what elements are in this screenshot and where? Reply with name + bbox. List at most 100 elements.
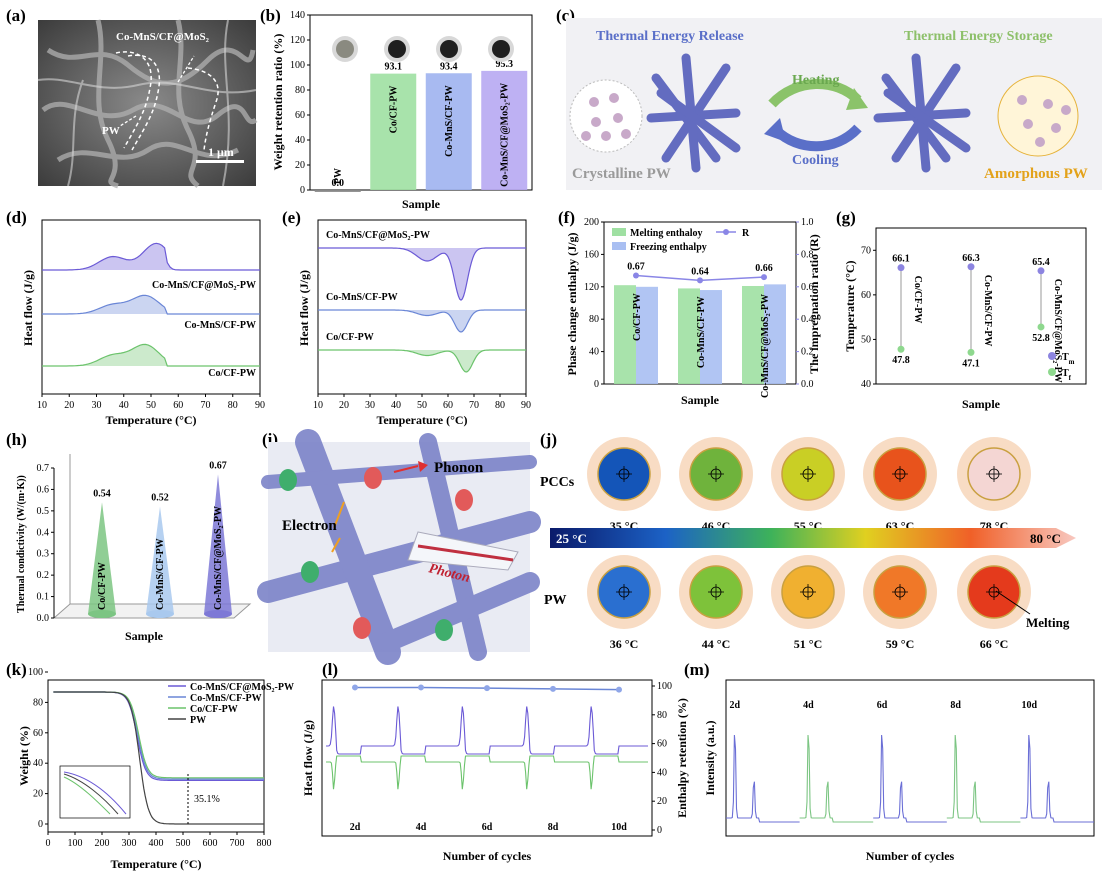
weight-retention-chart: 0 20 40 60 80 100 120 140 0.0 PW 93.1 Co/CF-PW 93.4 C… xyxy=(270,10,550,211)
amorphous-molecules xyxy=(1017,95,1071,147)
scale-max-label: 80 °C xyxy=(1030,531,1061,546)
g-ylabel: Temperature (°C) xyxy=(843,260,857,351)
f-ytick-label: 80 xyxy=(589,314,599,325)
e-xtick-label: 70 xyxy=(469,400,479,411)
h-ytick-label: 0.1 xyxy=(37,592,50,603)
electron-arrow-2 xyxy=(331,537,341,553)
illustration-svg: Phonon Electron Photon xyxy=(257,429,541,665)
h-cone-base xyxy=(146,610,174,618)
f-bar xyxy=(636,286,658,384)
sem-pw-label: PW xyxy=(102,125,120,137)
sem-dashed-outline-3 xyxy=(187,67,219,151)
thermal-conductivity-svg: 0.0 0.1 0.2 0.3 0.4 0.5 0.6 0.7 0.54 Co/CF-PW 0.52… xyxy=(16,454,252,643)
h-cone-category: Co-MnS/CF-PW xyxy=(155,538,166,610)
g-tm-point xyxy=(967,263,975,271)
m-cycle-label: 6d xyxy=(877,700,888,711)
l-cycle-label: 2d xyxy=(350,822,361,833)
dsc-melting-chart: 10 20 30 40 50 60 70 80 90 Temperature (°C) Heat… xyxy=(20,218,266,428)
d-xtick-label: 80 xyxy=(228,400,238,411)
d-curve xyxy=(42,294,260,315)
k-ylabel: Weight (%) xyxy=(17,726,31,786)
g-tf-label: 47.8 xyxy=(892,355,910,366)
b-bar-value: 0.0 xyxy=(332,178,345,189)
panel-label-d: (d) xyxy=(6,208,27,227)
train-body xyxy=(407,531,519,571)
e-xtick-label: 40 xyxy=(391,400,401,411)
h-cone-value: 0.67 xyxy=(209,460,227,471)
b-bar-value: 93.4 xyxy=(440,61,458,72)
fiber-network xyxy=(257,429,541,665)
l-cycle-label: 4d xyxy=(416,822,427,833)
particle-red-1 xyxy=(364,467,382,489)
m-plot-frame xyxy=(725,679,1095,837)
f-y2tick-label: 0.6 xyxy=(801,282,814,293)
infrared-image-panel: 35 °C 46 °C 55 °C 63 °C 78 °C 36 °C 44 °C 51 °C… xyxy=(540,437,1102,658)
g-ytick-label: 70 xyxy=(861,245,871,256)
d-series-label-3: Co/CF-PW xyxy=(208,368,256,379)
m-ylabel: Intensity (a.u.) xyxy=(703,720,717,795)
panel-label-e: (e) xyxy=(282,208,301,227)
k-xtick-label: 800 xyxy=(257,838,272,849)
k-xtick-label: 600 xyxy=(203,838,218,849)
k-ytick-label: 80 xyxy=(33,697,43,708)
storage-title: Thermal Energy Storage xyxy=(904,29,1053,44)
g-tm-point xyxy=(1037,267,1045,275)
f-ytick-label: 120 xyxy=(584,282,599,293)
cf-network-left xyxy=(646,53,741,173)
amorphous-circle xyxy=(997,75,1079,157)
g-category: Co-MnS/CF-PW xyxy=(982,275,993,347)
g-tm-label: 65.4 xyxy=(1032,257,1050,268)
b-ytick-label: 40 xyxy=(295,135,305,146)
e-xtick-label: 50 xyxy=(417,400,427,411)
sem-image-panel: Co-MnS/CF@MoS₂ PW 1 μm xyxy=(37,19,258,189)
phonon-arrow xyxy=(393,465,419,473)
j-pw-temperature-label: 44 °C xyxy=(702,637,730,651)
b-bar xyxy=(425,73,472,190)
g-tf-point xyxy=(897,345,905,353)
b-bar-category: PW xyxy=(333,168,344,184)
phonon-arrowhead xyxy=(418,461,428,472)
h-ytick-label: 0.6 xyxy=(37,484,50,495)
sem-arrow-line xyxy=(177,55,195,83)
melting-pointer xyxy=(995,590,1031,615)
f-bar-category: Co/CF-PW xyxy=(632,293,643,341)
crystalline-molecules xyxy=(581,93,631,141)
b-bar xyxy=(370,73,417,190)
l-retention-point xyxy=(616,686,622,693)
d-curve-fill xyxy=(42,295,260,314)
f-y2tick-label: 0.4 xyxy=(801,314,814,325)
m-cycle-label: 8d xyxy=(950,700,961,711)
d-xtick-label: 30 xyxy=(92,400,102,411)
f-y2label: The impregnation ratio (R) xyxy=(807,234,821,373)
b-ytick-label: 120 xyxy=(290,35,305,46)
cooling-arrowhead xyxy=(764,118,786,142)
l-retention-point xyxy=(484,685,490,692)
h-ytick-label: 0.5 xyxy=(37,506,50,517)
l-retention-point xyxy=(550,685,556,692)
e-series-label-2: Co-MnS/CF-PW xyxy=(326,292,398,303)
transition-temperature-svg: 4050607066.147.8Co/CF-PW66.347.1Co-MnS/C… xyxy=(843,227,1087,411)
particle-green-3 xyxy=(435,619,453,641)
amorphous-label: Amorphous PW xyxy=(984,166,1088,182)
cycling-dsc-chart: 0 20 40 60 80 100 2d 4d 6d 8d 10d Number of cycles… xyxy=(300,674,690,874)
f-bar xyxy=(700,290,722,384)
h-xlabel: Sample xyxy=(125,629,164,643)
scale-bar xyxy=(196,160,244,163)
dsc-freezing-svg: 10 20 30 40 50 60 70 80 90 Temperature (°C) Heat… xyxy=(297,219,531,427)
d-xtick-label: 10 xyxy=(37,400,47,411)
d-xtick-label: 70 xyxy=(201,400,211,411)
enthalpy-chart: 0 40 80 120 160 200 0.0 0.2 0.4 0.6 0.8 1.0 Co/CF-PW… xyxy=(564,217,826,428)
b-ytick-label: 20 xyxy=(295,160,305,171)
k-xtick-label: 700 xyxy=(230,838,245,849)
f-r-label: 0.66 xyxy=(755,263,773,274)
l-retention-point xyxy=(418,684,424,691)
sample-photos xyxy=(332,36,514,62)
b-ylabel: Weight retention ratio (%) xyxy=(271,34,285,171)
g-tm-label: 66.1 xyxy=(892,254,910,265)
particle-red-3 xyxy=(353,617,371,639)
tga-chart: 0 100 200 300 400 500 600 700 800 0 20 40 60 80 100 Te… xyxy=(17,667,294,874)
row-label-pw: PW xyxy=(544,593,567,608)
f-bar xyxy=(742,285,764,384)
k-xtick-label: 300 xyxy=(122,838,137,849)
temperature-scale-arrow xyxy=(550,528,1076,548)
